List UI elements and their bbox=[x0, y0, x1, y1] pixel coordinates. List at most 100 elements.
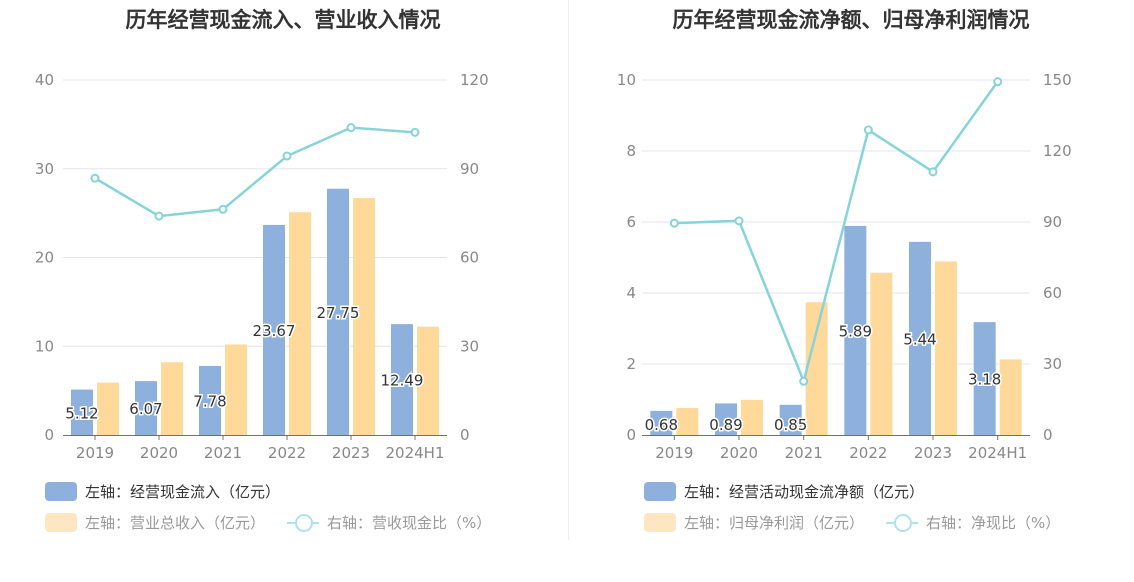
y-right-tick-label: 0 bbox=[460, 426, 470, 444]
y-right-tick-label: 90 bbox=[1043, 213, 1062, 231]
y-right-tick-label: 30 bbox=[1043, 355, 1062, 373]
y-right-tick-label: 120 bbox=[460, 71, 489, 89]
y-left-tick-label: 2 bbox=[626, 355, 636, 373]
y-right-tick-label: 60 bbox=[460, 249, 479, 267]
legend-item-net-cash-ratio[interactable]: 右轴：净现比（%） bbox=[886, 512, 1060, 533]
y-left-tick-label: 0 bbox=[626, 426, 636, 444]
legend-swatch-revenue bbox=[45, 512, 77, 532]
legend-row-1-right: 左轴：经营活动现金流净额（亿元） bbox=[644, 479, 946, 503]
bar-secondary bbox=[805, 302, 828, 435]
bar-value-label: 5.44 bbox=[903, 330, 936, 348]
bar-secondary bbox=[225, 344, 247, 435]
panel-divider bbox=[568, 0, 569, 540]
bar-secondary bbox=[417, 326, 439, 435]
bar-value-label: 27.75 bbox=[317, 304, 360, 322]
bar-primary bbox=[135, 381, 157, 435]
bar-secondary bbox=[97, 382, 119, 435]
bar-primary bbox=[909, 241, 931, 435]
y-left-tick-label: 20 bbox=[35, 249, 54, 267]
y-right-tick-label: 60 bbox=[1043, 284, 1062, 302]
legend-label-cash-inflow: 左轴：经营现金流入（亿元） bbox=[85, 482, 281, 501]
x-tick-label: 2023 bbox=[914, 444, 952, 462]
x-tick-label: 2024H1 bbox=[968, 444, 1027, 462]
bar-primary bbox=[779, 404, 802, 435]
legend-label-net-cash-ratio: 右轴：净现比（%） bbox=[926, 513, 1061, 532]
y-right-tick-label: 90 bbox=[460, 160, 479, 178]
bar-secondary bbox=[676, 408, 699, 435]
legend-swatch-net-cash-flow bbox=[644, 481, 676, 501]
ratio-point bbox=[993, 77, 1003, 87]
bar-value-label: 3.18 bbox=[968, 371, 1001, 389]
bar-primary bbox=[199, 365, 221, 435]
x-tick-label: 2021 bbox=[785, 444, 823, 462]
y-left-tick-label: 6 bbox=[626, 213, 636, 231]
ratio-point bbox=[928, 167, 938, 177]
legend-item-revenue[interactable]: 左轴：营业总收入（亿元） bbox=[45, 512, 265, 533]
chart-panel-left: 历年经营现金流入、营业收入情况 0 10 20 30 40 0 30 60 90 120 2019 2… bbox=[0, 0, 566, 582]
bar-secondary bbox=[870, 272, 893, 435]
legend-row-1-left: 左轴：经营现金流入（亿元） bbox=[45, 479, 302, 503]
ratio-point bbox=[218, 204, 228, 214]
y-left-tick-label: 8 bbox=[626, 142, 636, 160]
bar-value-label: 5.12 bbox=[65, 404, 98, 422]
bar-value-label: 12.49 bbox=[381, 372, 424, 390]
bar-primary bbox=[844, 225, 867, 435]
x-tick-label: 2023 bbox=[332, 444, 370, 462]
bar-primary bbox=[71, 389, 93, 435]
x-tick-label: 2019 bbox=[76, 444, 114, 462]
x-tick-label: 2020 bbox=[140, 444, 178, 462]
legend-item-net-cash-flow[interactable]: 左轴：经营活动现金流净额（亿元） bbox=[644, 481, 924, 502]
bar-value-label: 7.78 bbox=[193, 392, 226, 410]
ratio-point bbox=[863, 125, 873, 135]
bar-secondary bbox=[289, 212, 311, 435]
bar-value-label: 0.85 bbox=[774, 416, 807, 434]
chart-title-right: 历年经营现金流净额、归母净利润情况 bbox=[672, 8, 1030, 32]
y-left-tick-label: 4 bbox=[626, 284, 636, 302]
y-right-tick-label: 30 bbox=[460, 337, 479, 355]
bar-value-label: 5.89 bbox=[839, 322, 872, 340]
bar-secondary bbox=[999, 359, 1022, 435]
bar-primary bbox=[391, 324, 413, 435]
bar-secondary bbox=[353, 198, 375, 435]
bar-secondary bbox=[161, 362, 183, 435]
bar-primary bbox=[327, 188, 349, 435]
x-tick-label: 2021 bbox=[204, 444, 242, 462]
y-left-tick-label: 30 bbox=[35, 160, 54, 178]
ratio-line bbox=[94, 126, 416, 218]
legend-label-revenue-cash-ratio: 右轴：营收现金比（%） bbox=[327, 513, 492, 532]
chart-plot-left: 0 10 20 30 40 0 30 60 90 120 2019 2020 2021 2022 2023 2… bbox=[35, 71, 489, 462]
y-left-tick-label: 10 bbox=[35, 337, 54, 355]
bar-primary bbox=[650, 410, 673, 435]
bar-value-label: 6.07 bbox=[129, 400, 162, 418]
bar-secondary bbox=[935, 261, 957, 435]
bar-value-label: 23.67 bbox=[253, 322, 296, 340]
x-tick-label: 2020 bbox=[720, 444, 758, 462]
bar-secondary bbox=[741, 399, 763, 435]
legend-item-net-profit[interactable]: 左轴：归母净利润（亿元） bbox=[644, 512, 864, 533]
x-tick-label: 2022 bbox=[849, 444, 887, 462]
x-tick-label: 2022 bbox=[268, 444, 306, 462]
chart-title-left: 历年经营现金流入、营业收入情况 bbox=[125, 8, 441, 32]
ratio-point bbox=[734, 216, 744, 226]
y-left-tick-label: 40 bbox=[35, 71, 54, 89]
bar-value-label: 0.89 bbox=[709, 416, 742, 434]
ratio-point bbox=[669, 218, 679, 228]
y-right-tick-label: 0 bbox=[1043, 426, 1053, 444]
bar-primary bbox=[973, 322, 996, 435]
legend-item-revenue-cash-ratio[interactable]: 右轴：营收现金比（%） bbox=[287, 512, 491, 533]
y-right-tick-label: 150 bbox=[1043, 71, 1072, 89]
chart-panel-right: 历年经营现金流净额、归母净利润情况 0 2 4 6 8 10 0 30 60 90 120 150 20… bbox=[568, 0, 1134, 582]
legend-label-net-profit: 左轴：归母净利润（亿元） bbox=[684, 513, 865, 532]
y-right-tick-label: 120 bbox=[1043, 142, 1072, 160]
y-left-tick-label: 0 bbox=[44, 426, 54, 444]
y-left-tick-label: 10 bbox=[617, 71, 636, 89]
legend-row-2-left: 左轴：营业总收入（亿元） 右轴：营收现金比（%） bbox=[45, 510, 513, 534]
legend-item-cash-inflow[interactable]: 左轴：经营现金流入（亿元） bbox=[45, 481, 280, 502]
ratio-point bbox=[90, 173, 100, 183]
bar-value-label: 0.68 bbox=[645, 416, 678, 434]
ratio-point bbox=[282, 151, 292, 161]
ratio-point bbox=[154, 211, 164, 221]
legend-swatch-net-cash-ratio bbox=[886, 513, 919, 532]
ratio-line bbox=[674, 80, 999, 386]
chart-plot-right: 0 2 4 6 8 10 0 30 60 90 120 150 2019 2020 2021 2022 2023… bbox=[617, 71, 1072, 462]
